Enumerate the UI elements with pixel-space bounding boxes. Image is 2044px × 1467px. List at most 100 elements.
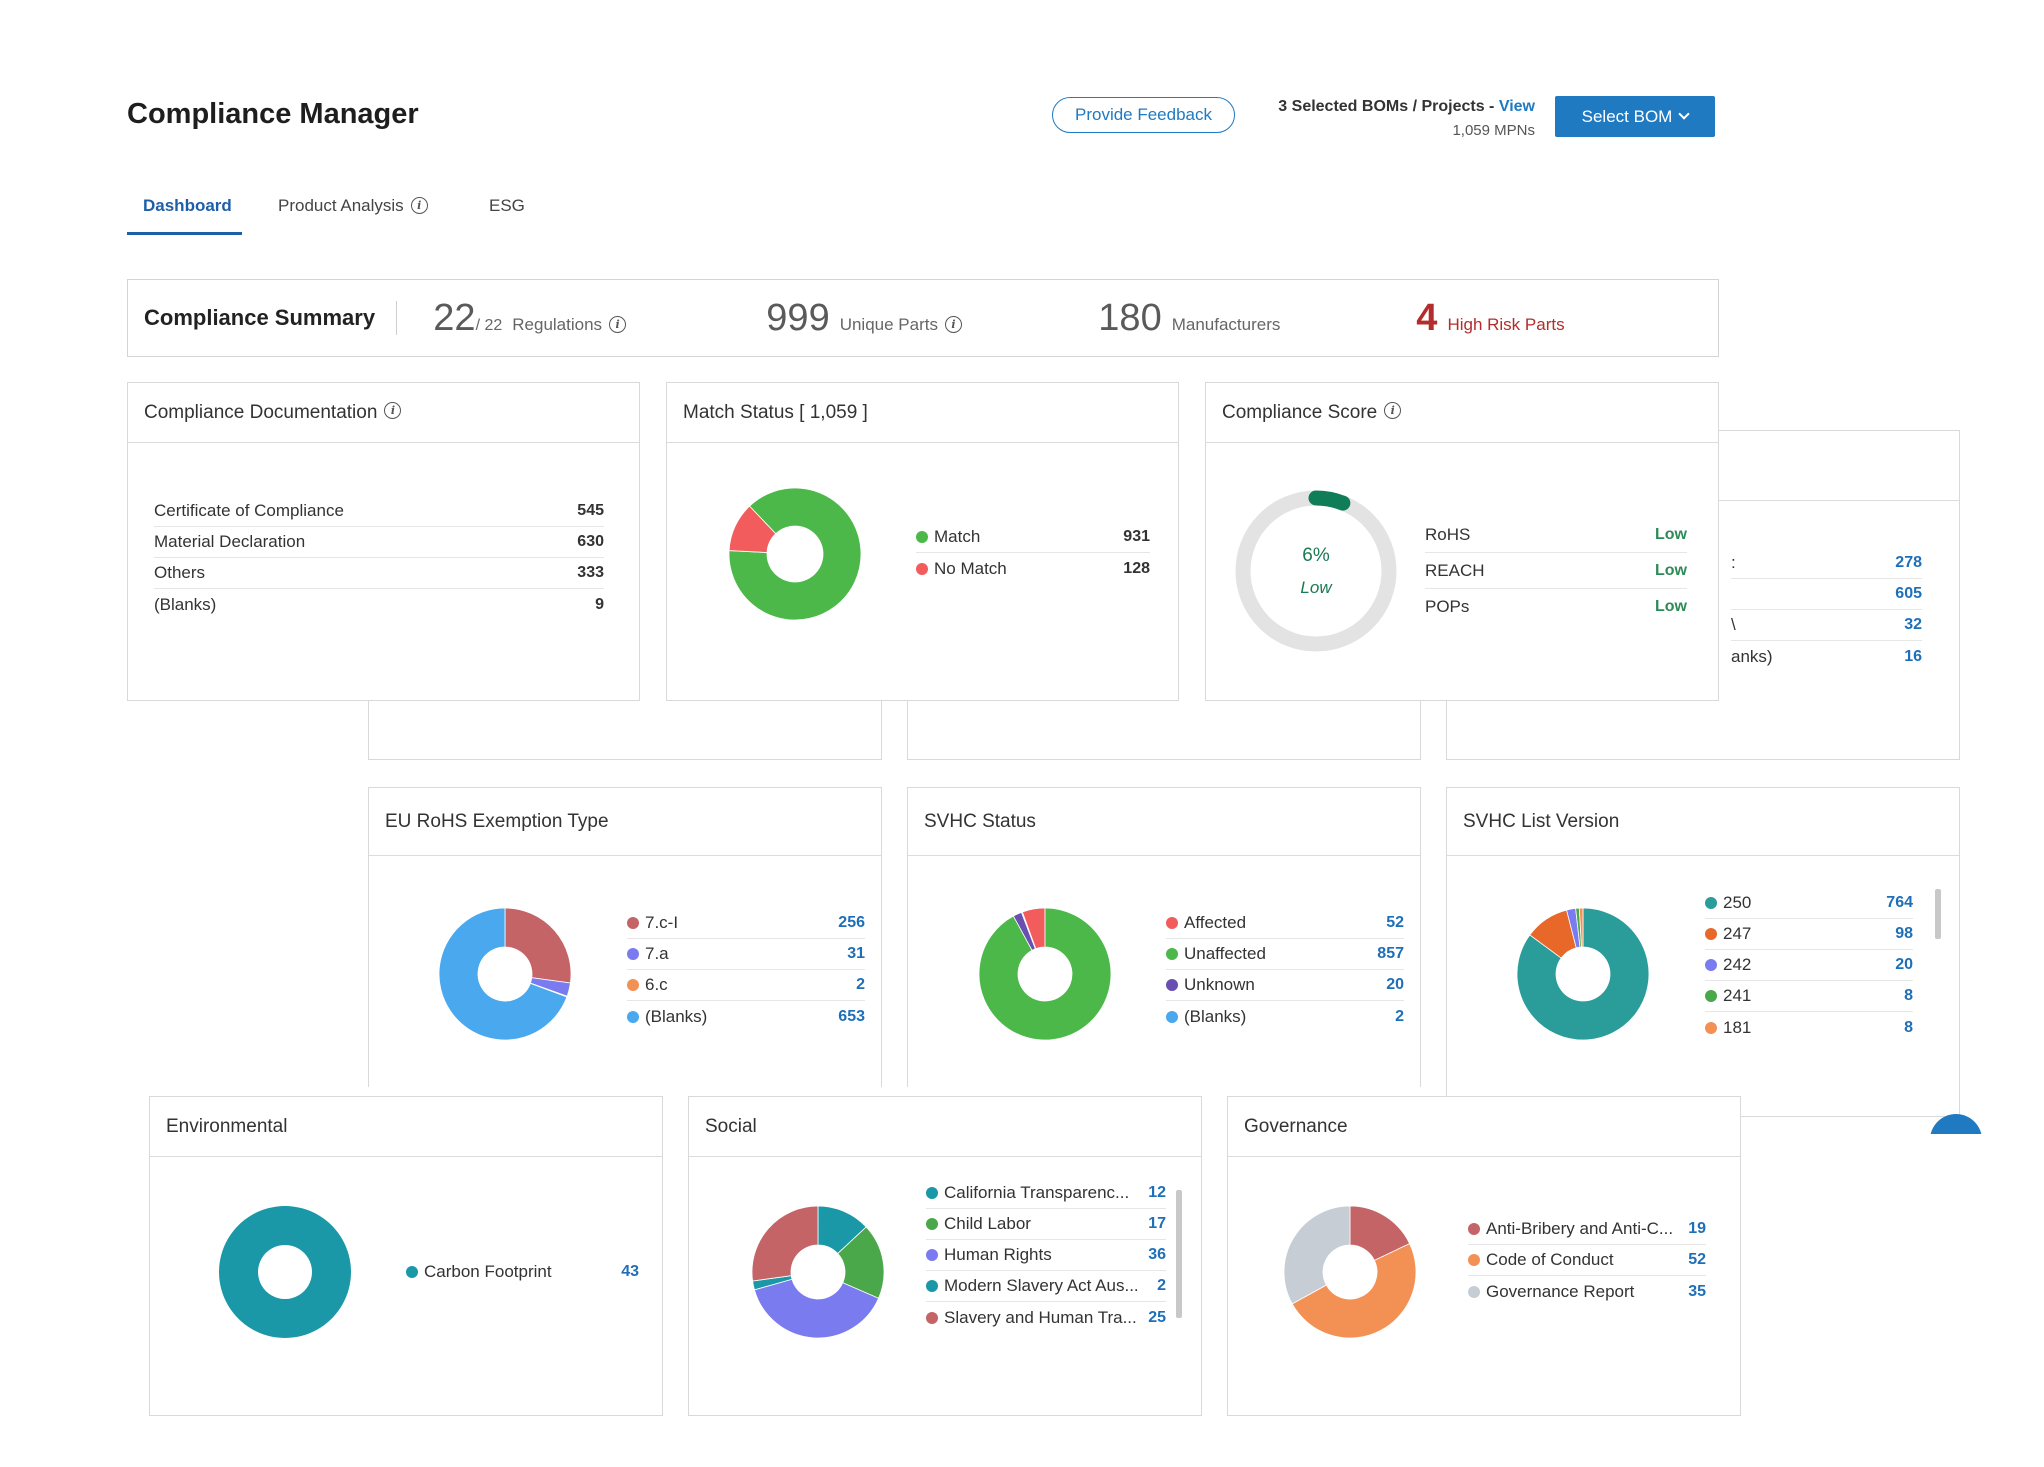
svhc-status-slice[interactable] bbox=[1020, 911, 1037, 950]
provide-feedback-button[interactable]: Provide Feedback bbox=[1052, 97, 1235, 133]
tab-dashboard[interactable]: Dashboard bbox=[143, 196, 232, 215]
legend-item[interactable]: Others 333 bbox=[154, 558, 604, 589]
compliance-summary-bar: Compliance Summary 22 / 22 Regulations i … bbox=[127, 279, 1719, 357]
legend-item[interactable]: Child Labor 17 bbox=[926, 1209, 1166, 1240]
card-title: SVHC Status bbox=[924, 810, 1036, 832]
legend-item[interactable]: Certificate of Compliance 545 bbox=[154, 496, 604, 527]
legend-item[interactable]: (Blanks) 2 bbox=[1166, 1001, 1404, 1032]
legend-dot-icon bbox=[627, 948, 639, 960]
legend-item[interactable]: 6.c 2 bbox=[627, 970, 865, 1001]
legend-item[interactable]: REACH Low bbox=[1425, 553, 1687, 589]
help-widget[interactable] bbox=[1930, 1114, 1982, 1134]
legend-item[interactable]: (Blanks) 9 bbox=[154, 589, 604, 620]
tab-product-analysis[interactable]: Product Analysis i bbox=[278, 196, 428, 216]
legend-item[interactable]: Slavery and Human Tra... 25 bbox=[926, 1302, 1166, 1333]
legend-item[interactable]: Affected 52 bbox=[1166, 908, 1404, 939]
legend-item[interactable]: 7.a 31 bbox=[627, 939, 865, 970]
page-title: Compliance Manager bbox=[127, 98, 419, 130]
card-header: Compliance Score i bbox=[1206, 383, 1718, 443]
card-header: Compliance Documentation i bbox=[128, 383, 639, 443]
tab-esg[interactable]: ESG bbox=[489, 196, 525, 215]
legend-item[interactable]: : 278 bbox=[1731, 548, 1922, 579]
governance-slice[interactable] bbox=[1291, 1243, 1417, 1339]
legend-item[interactable]: 7.c-I 256 bbox=[627, 908, 865, 939]
unique-parts-count: 999 bbox=[766, 296, 830, 339]
legend-label: REACH bbox=[1425, 560, 1485, 580]
legend-value: 32 bbox=[1904, 616, 1922, 633]
legend-item[interactable]: Unaffected 857 bbox=[1166, 939, 1404, 970]
legend-label: 6.c bbox=[627, 975, 668, 995]
legend-item[interactable]: 181 8 bbox=[1705, 1012, 1913, 1043]
match-status-slice[interactable] bbox=[728, 505, 777, 553]
info-icon[interactable]: i bbox=[609, 315, 627, 333]
legend-item[interactable]: Unknown 20 bbox=[1166, 970, 1404, 1001]
selected-boms: 3 Selected BOMs / Projects - View 1,059 … bbox=[1278, 98, 1535, 139]
legend-label: Carbon Footprint bbox=[406, 1262, 552, 1282]
social-slice[interactable] bbox=[751, 1205, 819, 1282]
info-icon[interactable]: i bbox=[410, 197, 428, 214]
legend-label: Unknown bbox=[1166, 975, 1255, 995]
legend-value: 2 bbox=[1395, 1007, 1404, 1025]
legend-label: anks) bbox=[1731, 646, 1773, 666]
legend-item[interactable]: POPs Low bbox=[1425, 589, 1687, 625]
legend-item[interactable]: anks) 16 bbox=[1731, 641, 1922, 672]
legend-item[interactable]: 242 20 bbox=[1705, 950, 1913, 981]
regulations-stat: 22 / 22 Regulations i bbox=[433, 297, 766, 340]
legend-item[interactable]: Modern Slavery Act Aus... 2 bbox=[926, 1271, 1166, 1302]
legend-label: Human Rights bbox=[926, 1245, 1052, 1265]
legend-item[interactable]: Human Rights 36 bbox=[926, 1240, 1166, 1271]
legend-item[interactable]: (Blanks) 653 bbox=[627, 1001, 865, 1032]
legend-item[interactable]: California Transparenc... 12 bbox=[926, 1178, 1166, 1209]
legend-value: 52 bbox=[1688, 1251, 1706, 1268]
governance-slice[interactable] bbox=[1283, 1205, 1351, 1305]
svhc-list-slice[interactable] bbox=[1516, 907, 1650, 1041]
match-status-slice[interactable] bbox=[728, 487, 862, 621]
selected-boms-label: 3 Selected BOMs / Projects - bbox=[1278, 98, 1499, 115]
card-title: Governance bbox=[1244, 1115, 1348, 1137]
legend-item[interactable]: Governance Report 35 bbox=[1468, 1276, 1706, 1307]
svhc-list-scrollbar[interactable] bbox=[1935, 889, 1941, 939]
legend-dot-icon bbox=[1166, 917, 1178, 929]
eu-rohs-slice[interactable] bbox=[438, 907, 568, 1041]
regulations-label: Regulations bbox=[512, 314, 603, 334]
legend-item[interactable]: Match 931 bbox=[916, 522, 1150, 553]
legend-item[interactable]: 605 bbox=[1731, 579, 1922, 610]
legend-label: (Blanks) bbox=[1166, 1007, 1246, 1027]
card-header: SVHC Status bbox=[908, 788, 1420, 856]
legend-item[interactable]: No Match 128 bbox=[916, 553, 1150, 584]
legend-item[interactable]: Material Declaration 630 bbox=[154, 527, 604, 558]
info-icon[interactable]: i bbox=[384, 402, 402, 419]
legend-item[interactable]: Anti-Bribery and Anti-C... 19 bbox=[1468, 1214, 1706, 1245]
legend-value: 43 bbox=[621, 1262, 639, 1280]
svhc-status-slice[interactable] bbox=[978, 907, 1112, 1041]
high-risk-stat[interactable]: 4 High Risk Parts bbox=[1416, 297, 1564, 340]
info-icon[interactable]: i bbox=[1384, 402, 1402, 419]
card-header: SVHC List Version bbox=[1447, 788, 1959, 856]
card-header: Governance bbox=[1228, 1097, 1740, 1157]
legend-item[interactable]: RoHS Low bbox=[1425, 517, 1687, 553]
legend-value: 52 bbox=[1386, 914, 1404, 931]
social-list-scrollbar[interactable] bbox=[1176, 1190, 1182, 1318]
legend-label: 7.c-I bbox=[627, 913, 678, 933]
legend-label: Anti-Bribery and Anti-C... bbox=[1468, 1219, 1673, 1239]
legend-item[interactable]: Carbon Footprint 43 bbox=[406, 1256, 639, 1287]
info-icon[interactable]: i bbox=[944, 315, 962, 333]
legend-dot-icon bbox=[916, 562, 928, 575]
svhc-list-slice[interactable] bbox=[1578, 907, 1584, 948]
legend-item[interactable]: Code of Conduct 52 bbox=[1468, 1245, 1706, 1276]
compliance-score-card: Compliance Score i bbox=[1205, 382, 1719, 701]
legend-item[interactable]: \ 32 bbox=[1731, 610, 1922, 641]
environmental-slice[interactable] bbox=[218, 1206, 351, 1338]
legend-label: Material Declaration bbox=[154, 532, 306, 551]
high-risk-count: 4 bbox=[1416, 296, 1438, 339]
legend-item[interactable]: 250 764 bbox=[1705, 888, 1913, 919]
social-slice[interactable] bbox=[753, 1278, 880, 1339]
view-boms-link[interactable]: View bbox=[1498, 98, 1535, 115]
card-header: EU RoHS Exemption Type bbox=[369, 788, 881, 856]
legend-label: Unaffected bbox=[1166, 944, 1266, 964]
select-bom-button[interactable]: Select BOM bbox=[1555, 96, 1715, 137]
eu-rohs-slice[interactable] bbox=[504, 907, 572, 984]
manufacturers-count: 180 bbox=[1098, 296, 1162, 339]
legend-item[interactable]: 247 98 bbox=[1705, 919, 1913, 950]
legend-item[interactable]: 241 8 bbox=[1705, 981, 1913, 1012]
